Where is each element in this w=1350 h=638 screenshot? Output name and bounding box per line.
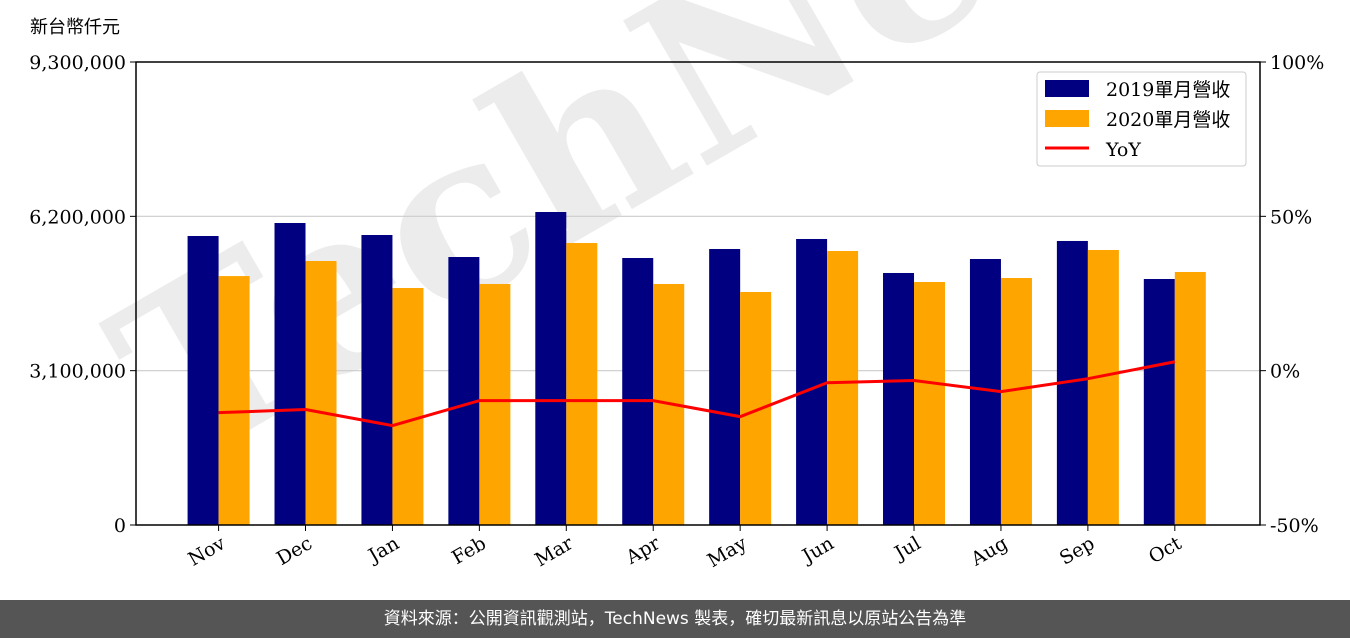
yoy-line xyxy=(218,360,1176,428)
legend-swatch-2020 xyxy=(1045,110,1089,127)
bar-2019單月營收-Apr xyxy=(622,258,654,525)
bar-2020單月營收-Mar xyxy=(566,243,598,525)
chart: TechNews 新台幣仟元 03,100,0006,200,0009,300,… xyxy=(29,0,1324,572)
y2-tick-label: -50% xyxy=(1270,515,1319,537)
bar-2019單月營收-Jun xyxy=(796,238,828,526)
bar-2020單月營收-Dec xyxy=(305,260,337,525)
x-tick-label: May xyxy=(704,532,751,572)
legend-label-2020: 2020單月營收 xyxy=(1106,109,1230,131)
bar-2019單月營收-Jul xyxy=(883,272,915,525)
bar-2019單月營收-Feb xyxy=(448,257,480,525)
legend-label-yoy: YoY xyxy=(1105,139,1141,161)
y-tick-label: 0 xyxy=(114,515,126,537)
y-tick-label: 6,200,000 xyxy=(29,206,126,228)
bar-2020單月營收-Aug xyxy=(1000,278,1032,525)
bar-2020單月營收-May xyxy=(740,292,772,525)
plot-frame xyxy=(135,61,1261,526)
x-tick-label: Jul xyxy=(889,532,924,565)
x-tick-label: Feb xyxy=(448,532,490,569)
x-tick-label: Jan xyxy=(363,532,403,568)
bar-2019單月營收-Nov xyxy=(187,235,219,525)
y-tick-label: 3,100,000 xyxy=(29,361,126,383)
y2-tick-label: 0% xyxy=(1270,361,1300,383)
bar-2020單月營收-Jun xyxy=(827,250,859,526)
legend: 2019單月營收 2020單月營收 YoY xyxy=(1036,71,1247,167)
bar-2020單月營收-Jul xyxy=(914,281,946,525)
y2-tick-label: 100% xyxy=(1270,52,1324,74)
y-axis-label: 新台幣仟元 xyxy=(30,17,120,38)
x-tick-label: Nov xyxy=(184,532,229,571)
x-tick-label: Oct xyxy=(1145,532,1186,568)
bar-2019單月營收-Jan xyxy=(361,235,393,525)
x-tick-label: Apr xyxy=(622,532,665,569)
legend-swatch-2019 xyxy=(1045,80,1089,97)
bar-2019單月營收-Oct xyxy=(1143,279,1175,525)
x-tick-label: Dec xyxy=(273,532,316,570)
footer-source: 資料來源：公開資訊觀測站，TechNews 製表，確切最新訊息以原站公告為準 xyxy=(0,600,1350,638)
x-tick-label: Sep xyxy=(1056,532,1099,569)
bar-2019單月營收-Mar xyxy=(535,212,567,525)
x-tick-label: Aug xyxy=(967,532,1012,571)
x-tick-label: Mar xyxy=(531,532,577,571)
legend-label-2019: 2019單月營收 xyxy=(1106,79,1230,101)
bar-2020單月營收-Nov xyxy=(218,276,250,525)
x-tick-label: Jun xyxy=(797,532,838,568)
y2-tick-label: 50% xyxy=(1270,206,1312,228)
bar-2020單月營收-Oct xyxy=(1174,271,1206,525)
bar-2019單月營收-May xyxy=(709,248,741,526)
bar-2019單月營收-Dec xyxy=(274,223,306,525)
bar-2020單月營收-Jan xyxy=(392,288,424,525)
bar-2020單月營收-Feb xyxy=(479,283,511,525)
y-tick-label: 9,300,000 xyxy=(29,52,126,74)
bar-2020單月營收-Sep xyxy=(1087,249,1119,525)
